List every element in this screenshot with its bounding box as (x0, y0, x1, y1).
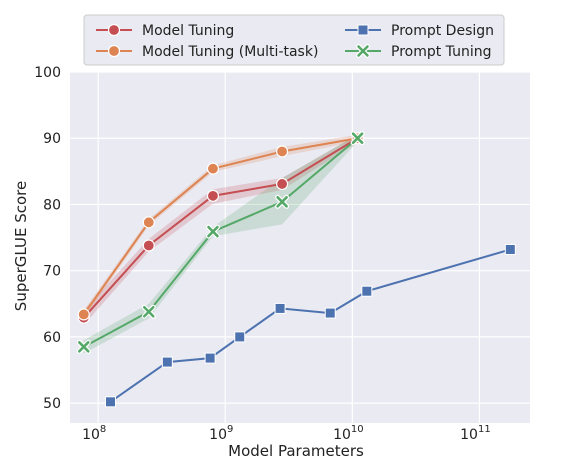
legend-box (83, 14, 505, 66)
band-model-tuning (83, 134, 358, 325)
x-axis-ticks: 108 109 1010 1011 (82, 424, 491, 443)
point-model-tuning-multi-task (142, 216, 155, 229)
y-axis-ticks: 50 60 70 80 90 100 (34, 65, 61, 412)
y-tick-label: 50 (43, 396, 61, 412)
legend: Model Tuning Model Tuning (Multi-task) Pro… (83, 14, 505, 66)
legend-label-model-tuning-multi-task: Model Tuning (Multi-task) (142, 44, 318, 60)
band-prompt-tuning (83, 134, 358, 354)
series-markers (76, 131, 516, 408)
plot-area (70, 72, 530, 423)
point-prompt-design (204, 352, 216, 364)
y-tick-label: 100 (34, 65, 61, 81)
x-tick-exponent: 9 (227, 424, 233, 435)
legend-marker-prompt-design (357, 24, 369, 36)
point-prompt-design (234, 331, 246, 343)
point-prompt-design (161, 356, 173, 368)
x-tick-exponent: 8 (100, 424, 106, 435)
y-tick-label: 90 (43, 131, 61, 147)
gridlines (70, 71, 530, 423)
x-tick-base: 10 (333, 427, 351, 443)
point-prompt-design (324, 307, 336, 319)
y-tick-label: 60 (43, 330, 61, 346)
line-prompt-design (109, 248, 511, 403)
point-prompt-design (105, 396, 117, 408)
y-tick-label: 70 (43, 264, 61, 280)
x-tick-base: 10 (209, 427, 227, 443)
y-tick-label: 80 (43, 197, 61, 213)
point-prompt-design (361, 285, 373, 297)
x-tick-label: 109 (209, 424, 233, 443)
point-model-tuning-multi-task (275, 145, 289, 158)
x-tick-exponent: 10 (351, 424, 364, 435)
x-tick-label: 1011 (460, 424, 491, 443)
point-prompt-tuning (142, 305, 155, 318)
x-tick-base: 10 (460, 427, 478, 443)
legend-marker-model-tuning-multi-task (107, 44, 121, 58)
point-model-tuning (275, 177, 289, 191)
x-tick-label: 108 (82, 424, 106, 443)
legend-label-model-tuning: Model Tuning (142, 23, 234, 39)
x-tick-base: 10 (82, 427, 100, 443)
x-tick-exponent: 11 (478, 424, 491, 435)
legend-label-prompt-design: Prompt Design (391, 23, 494, 39)
point-model-tuning-multi-task (206, 162, 220, 175)
point-prompt-design (274, 302, 286, 314)
confidence-bands (83, 134, 358, 354)
point-prompt-tuning (276, 196, 288, 208)
point-model-tuning (142, 239, 155, 252)
point-prompt-tuning (77, 341, 90, 353)
y-axis-label: SuperGLUE Score (12, 181, 30, 311)
x-axis-label: Model Parameters (228, 442, 364, 460)
point-prompt-tuning (207, 225, 219, 238)
point-model-tuning-multi-task (77, 308, 90, 321)
legend-marker-model-tuning (107, 23, 121, 37)
point-prompt-design (504, 243, 516, 255)
legend-marker-prompt-tuning (357, 45, 369, 57)
point-prompt-tuning (351, 132, 364, 145)
point-model-tuning (206, 189, 220, 202)
x-tick-label: 1010 (333, 424, 364, 443)
legend-label-prompt-tuning: Prompt Tuning (391, 44, 492, 60)
